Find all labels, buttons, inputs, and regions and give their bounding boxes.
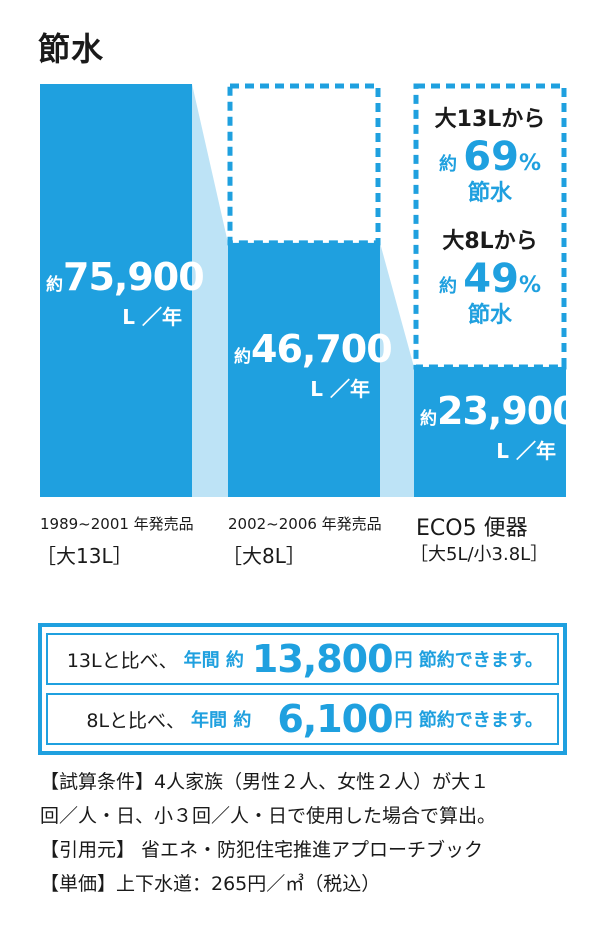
note-line: 回／人・日、小３回／人・日で使用した場合で算出。 [40, 805, 497, 827]
comparison-tail: 円 節約できます。 [394, 710, 543, 731]
bar-unit-label: L ／年 [496, 439, 556, 463]
comparison-row: 13Lと比べ、 年間 約 13,800 円 節約できます。 [46, 633, 559, 685]
bar-caption-bottom: ［大13L］ [36, 544, 133, 568]
savings-percent: 約 49% [439, 256, 541, 302]
original-volume-outline [227, 83, 381, 246]
bar [40, 84, 192, 497]
bar [414, 366, 566, 497]
notes: 【試算条件】4人家族（男性２人、女性２人）が大１ 回／人・日、小３回／人・日で使… [40, 765, 580, 901]
comparison-label: 年間 約 [191, 710, 252, 731]
savings-from-label: 大8Lから [442, 229, 537, 254]
bar-unit-label: L ／年 [310, 377, 370, 401]
bar-caption-top: 1989~2001 年発売品 [40, 515, 194, 533]
savings-comparison-box [38, 623, 567, 755]
bar-connector [380, 242, 414, 497]
savings-suffix: 節水 [468, 180, 513, 206]
savings-suffix: 節水 [468, 302, 513, 328]
bar-value-label: 約46,700 [234, 327, 392, 371]
bar-caption-top: ECO5 便器 [416, 516, 528, 541]
comparison-value: 6,100 [277, 697, 393, 741]
comparison-tail: 円 節約できます。 [394, 650, 543, 671]
bar-value-label: 約75,900 [46, 255, 204, 299]
comparison-value: 13,800 [251, 637, 394, 681]
page-title: 節水 [38, 30, 105, 68]
comparison-lead: 13Lと比べ、 [66, 649, 178, 672]
bar-caption-bottom: ［大8L］ [222, 544, 306, 568]
bar-caption-top: 2002~2006 年発売品 [228, 515, 382, 533]
bar-connector [192, 84, 228, 497]
bar-unit-label: L ／年 [122, 305, 182, 329]
comparison-label: 年間 約 [183, 650, 244, 671]
comparison-lead: 8Lと比べ、 [86, 709, 186, 732]
savings-percent: 約 69% [439, 134, 541, 180]
bar [228, 242, 380, 497]
note-line: 【引用元】 省エネ・防犯住宅推進アプローチブック [40, 839, 484, 861]
bar-value-label: 約23,900 [420, 389, 578, 433]
note-line: 【試算条件】4人家族（男性２人、女性２人）が大１ [40, 771, 490, 793]
comparison-row: 8Lと比べ、 年間 約 6,100 円 節約できます。 [46, 693, 559, 745]
savings-from-label: 大13Lから [435, 107, 546, 132]
note-line: 【単価】上下水道：265円／㎥（税込） [40, 873, 381, 895]
bar-caption-bottom: ［大5L/小3.8L］ [410, 544, 549, 565]
